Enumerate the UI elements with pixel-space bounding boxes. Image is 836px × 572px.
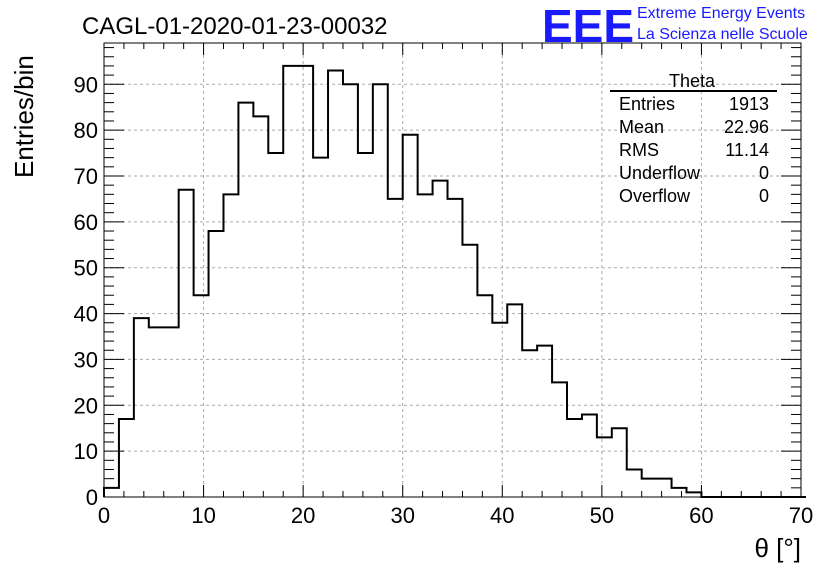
x-tick-label: 50 <box>590 503 614 528</box>
histogram-bin <box>194 295 209 497</box>
histogram-bin <box>209 231 224 497</box>
histogram-bin <box>343 84 358 497</box>
histogram-bin <box>657 479 672 497</box>
histogram-bin <box>373 84 388 497</box>
histogram-bin <box>462 245 477 497</box>
histogram-bin <box>179 190 194 497</box>
x-axis-label: θ [°] <box>754 533 801 563</box>
x-tick-label: 40 <box>490 503 514 528</box>
histogram-bin <box>253 116 268 497</box>
stats-title: Theta <box>669 71 716 91</box>
histogram-bin <box>582 414 597 497</box>
stats-label: Underflow <box>619 163 701 183</box>
histogram-bin <box>612 428 627 497</box>
histogram-bin <box>627 469 642 497</box>
logo-line-2: La Scienza nelle Scuole <box>637 26 808 43</box>
y-tick-label: 10 <box>74 439 98 464</box>
stats-box: Theta Entries 1913 Mean 22.96 RMS 11.14 Underf… <box>610 71 777 206</box>
histogram-bin <box>119 419 134 497</box>
stats-label: Mean <box>619 117 664 137</box>
histogram-bin <box>238 103 253 497</box>
y-tick-label: 80 <box>74 118 98 143</box>
run-title: CAGL-01-2020-01-23-00032 <box>82 13 388 40</box>
histogram-bin <box>358 153 373 497</box>
histogram-bin <box>313 158 328 497</box>
plot-frame <box>103 42 802 498</box>
histogram-bin <box>403 135 418 497</box>
stats-value: 22.96 <box>724 117 769 137</box>
histogram-bin <box>223 194 238 497</box>
histogram-bin <box>686 492 701 497</box>
x-tick-label: 0 <box>98 503 110 528</box>
y-tick-label: 0 <box>86 485 98 510</box>
histogram-bin <box>388 199 403 497</box>
histogram-bins <box>104 66 701 497</box>
logo-line-1: Extreme Energy Events <box>637 5 805 22</box>
x-tick-label: 30 <box>390 503 414 528</box>
histogram-bin <box>567 419 582 497</box>
histogram-bin <box>134 318 149 497</box>
y-tick-label: 60 <box>74 210 98 235</box>
histogram-step-line <box>103 64 806 498</box>
histogram-bin <box>418 194 433 497</box>
histogram-bin <box>328 71 343 497</box>
y-axis-label: Entries/bin <box>9 55 39 178</box>
histogram-bin <box>164 327 179 497</box>
stats-value: 0 <box>759 163 769 183</box>
histogram-bin <box>283 66 298 497</box>
histogram-bin <box>537 346 552 497</box>
histogram-bin <box>448 199 463 497</box>
histogram-bin <box>477 295 492 497</box>
histogram-bin <box>522 350 537 497</box>
eee-logo: EEE <box>542 0 634 52</box>
histogram-bin <box>642 479 657 497</box>
y-tick-label: 20 <box>74 393 98 418</box>
x-tick-label: 70 <box>789 503 813 528</box>
histogram-bin <box>552 382 567 497</box>
histogram-bin <box>597 437 612 497</box>
y-tick-label: 40 <box>74 302 98 327</box>
histogram-bin <box>492 323 507 497</box>
axis-ticks <box>103 43 802 498</box>
stats-value: 0 <box>759 186 769 206</box>
histogram-bin <box>507 304 522 497</box>
y-tick-label: 30 <box>74 347 98 372</box>
tick-labels: 0 10 20 30 40 50 60 70 0 10 20 30 40 50 60 70 80 90 <box>74 72 814 528</box>
histogram-bin <box>268 153 283 497</box>
y-tick-label: 70 <box>74 164 98 189</box>
grid <box>104 43 801 497</box>
histogram-bin <box>104 488 119 497</box>
y-tick-label: 50 <box>74 256 98 281</box>
histogram-bin <box>433 181 448 497</box>
stats-label: Entries <box>619 94 675 114</box>
x-tick-label: 60 <box>689 503 713 528</box>
histogram-bin <box>298 66 313 497</box>
stats-label: Overflow <box>619 186 691 206</box>
x-tick-label: 10 <box>191 503 215 528</box>
stats-label: RMS <box>619 140 659 160</box>
histogram-bin <box>149 327 164 497</box>
stats-value: 1913 <box>729 94 769 114</box>
y-tick-label: 90 <box>74 72 98 97</box>
stats-value: 11.14 <box>725 140 769 160</box>
x-tick-label: 20 <box>291 503 315 528</box>
histogram-bin <box>672 488 687 497</box>
